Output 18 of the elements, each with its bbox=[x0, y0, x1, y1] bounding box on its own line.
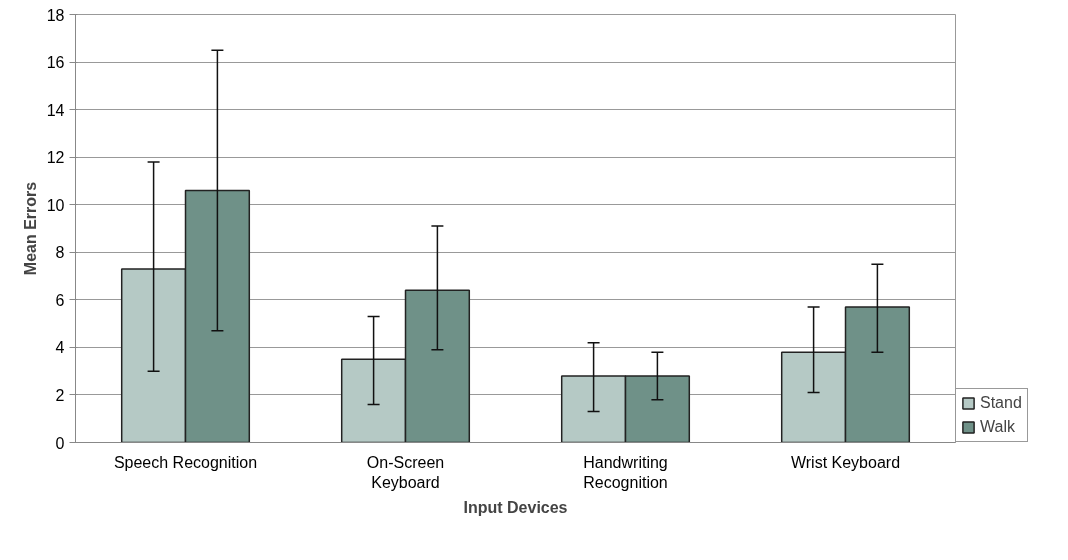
x-tick-label: Wrist Keyboard bbox=[790, 453, 901, 471]
x-tick-label: Handwriting Recognition bbox=[583, 453, 668, 491]
y-tick-label: 10 bbox=[46, 196, 65, 214]
y-tick-label: 16 bbox=[46, 54, 65, 72]
y-tick-label: 14 bbox=[46, 101, 65, 119]
y-tick-label: 8 bbox=[55, 244, 65, 262]
y-tick-label: 0 bbox=[55, 434, 65, 452]
x-tick-label: Speech Recognition bbox=[113, 453, 258, 471]
legend-label: Walk bbox=[980, 418, 1015, 436]
y-tick-label: 18 bbox=[46, 6, 65, 24]
y-tick-label: 6 bbox=[55, 291, 65, 309]
y-axis-title: Mean Errors bbox=[21, 181, 39, 276]
legend-label: Stand bbox=[980, 394, 1022, 412]
x-tick-label: On-Screen Keyboard bbox=[366, 453, 445, 491]
y-tick-label: 4 bbox=[55, 339, 65, 357]
x-axis-title: Input Devices bbox=[463, 498, 568, 516]
y-tick-label: 12 bbox=[46, 149, 65, 167]
y-tick-label: 2 bbox=[55, 386, 65, 404]
